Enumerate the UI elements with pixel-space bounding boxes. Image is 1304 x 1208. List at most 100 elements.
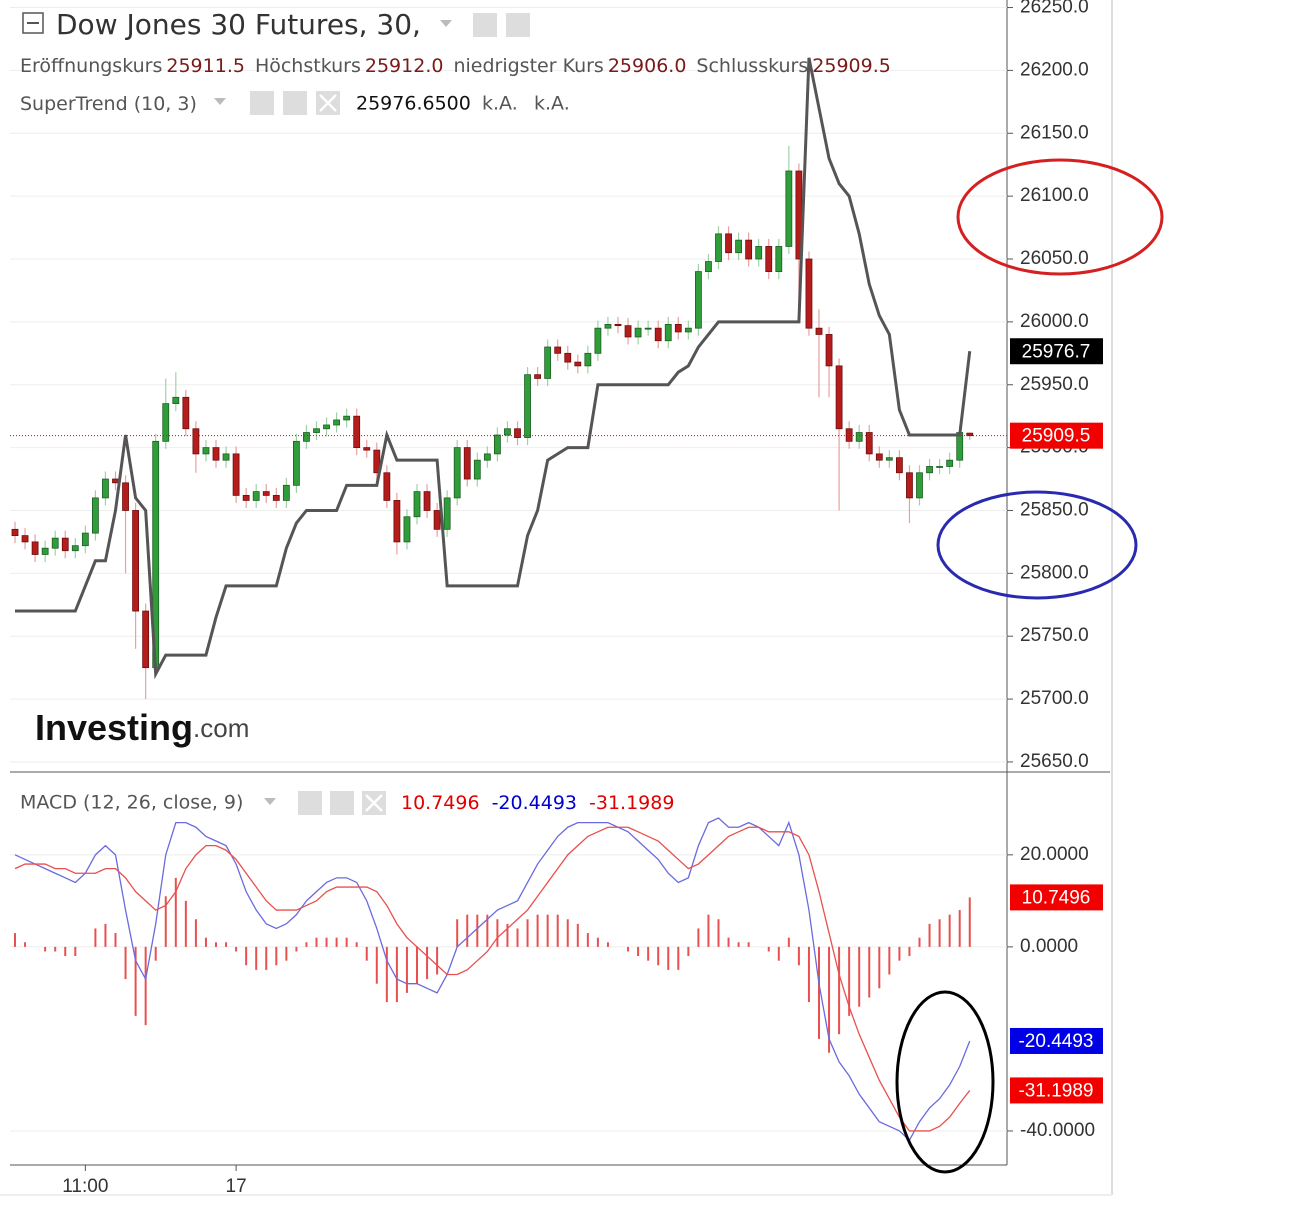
candle-body — [333, 419, 341, 426]
dropdown-arrow[interactable] — [264, 798, 276, 805]
y-tick-label: 0.0000 — [1020, 936, 1078, 957]
candle-body — [815, 327, 823, 335]
y-tick-label: 25800.0 — [1020, 562, 1089, 583]
indicator-value: 10.7496 — [401, 792, 480, 814]
candle-body — [413, 491, 421, 518]
annotation-ellipse — [956, 158, 1164, 276]
y-tick-label: 25700.0 — [1020, 688, 1089, 709]
price-tag — [1010, 1027, 1103, 1054]
candle-body — [906, 472, 913, 499]
candle-body — [222, 453, 230, 461]
candle-body — [504, 428, 511, 436]
candle-body — [132, 510, 140, 612]
y-tick-label: 25950.0 — [1020, 374, 1089, 395]
candle-body — [483, 453, 491, 461]
candle-body — [353, 415, 361, 449]
y-tick-label: 20.0000 — [1020, 844, 1089, 865]
candle-body — [212, 447, 220, 461]
candle-body — [282, 484, 290, 501]
ohlc-label: niedrigster Kurs — [453, 55, 603, 77]
candle-body — [242, 494, 250, 501]
ohlc-header: Eröffnungskurs 25911.5 Höchstkurs 25912.0 ni… — [20, 55, 891, 77]
indicator-value: 25976.6500 — [356, 93, 471, 115]
candle-body — [262, 491, 270, 496]
y-tick-label: 25750.0 — [1020, 625, 1089, 646]
candle-body — [594, 327, 602, 354]
candle-body — [252, 491, 260, 501]
price-tag — [1010, 422, 1103, 449]
dropdown-arrow[interactable] — [440, 20, 452, 27]
candle-body — [92, 497, 99, 534]
candle-body — [745, 239, 753, 260]
candle-body — [343, 415, 351, 421]
indicator-value: k.A. — [534, 93, 570, 115]
candle-body — [554, 346, 562, 354]
candle-body — [916, 472, 923, 499]
settings-button[interactable] — [506, 13, 530, 37]
candle-body — [51, 537, 59, 549]
price-tag-label: 10.7496 — [1022, 887, 1091, 908]
candle-body — [363, 447, 371, 451]
candle-body — [835, 365, 843, 430]
candle-body — [443, 497, 451, 530]
visibility-button[interactable] — [298, 791, 322, 815]
watermark-brand: Investing — [35, 707, 193, 748]
indicator-values: 10.7496 -20.4493 -31.1989 — [401, 792, 674, 814]
candle-body — [946, 459, 954, 467]
candle-body — [323, 424, 330, 430]
candle-body — [684, 327, 692, 333]
candle-body — [966, 432, 974, 437]
y-tick-label: 26250.0 — [1020, 0, 1089, 18]
candle-body — [725, 233, 732, 254]
candle-body — [102, 478, 109, 499]
candle-body — [644, 327, 652, 330]
candle-body — [896, 457, 903, 474]
candle-body — [956, 432, 964, 461]
candle-body — [383, 472, 391, 501]
supertrend-line — [15, 57, 972, 680]
candle-body — [202, 447, 210, 455]
candle-body — [393, 500, 401, 543]
candle-body — [172, 396, 180, 405]
candle-body — [875, 453, 883, 461]
indicator-value: -20.4493 — [492, 792, 577, 814]
candle-body — [755, 246, 763, 260]
y-tick-label: 26000.0 — [1020, 311, 1089, 332]
settings-button[interactable] — [283, 91, 307, 115]
candle-body — [654, 327, 662, 342]
annotation-ellipse — [936, 490, 1138, 600]
annotation-ellipse — [895, 990, 995, 1174]
candle-body — [433, 510, 441, 530]
visibility-button[interactable] — [473, 13, 497, 37]
y-tick-label: 26050.0 — [1020, 248, 1089, 269]
dropdown-arrow[interactable] — [214, 98, 226, 105]
y-tick-label: 25850.0 — [1020, 499, 1089, 520]
candle-body — [31, 541, 39, 555]
settings-button[interactable] — [330, 791, 354, 815]
x-tick-label: 11:00 — [62, 1176, 108, 1197]
candle-body — [122, 482, 129, 511]
candle-body — [453, 447, 461, 499]
candle-body — [112, 478, 119, 484]
candle-body — [695, 271, 702, 329]
candle-body — [313, 428, 320, 433]
candle-body — [564, 352, 572, 363]
candle-body — [855, 432, 863, 442]
ohlc-value: 25906.0 — [608, 55, 687, 77]
price-tag — [1010, 1077, 1103, 1104]
candle-body — [614, 323, 622, 327]
candle-body — [21, 535, 29, 543]
price-tag-label: 25976.7 — [1022, 341, 1091, 362]
candle-body — [664, 323, 672, 342]
ohlc-label: Eröffnungskurs — [20, 55, 162, 77]
visibility-button[interactable] — [250, 91, 274, 115]
price-tag-label: 25909.5 — [1022, 426, 1091, 447]
candle-body — [272, 494, 280, 501]
candle-body — [885, 457, 893, 461]
candle-body — [574, 361, 582, 367]
candle-body — [423, 491, 431, 511]
watermark: Investing.com — [35, 707, 249, 748]
